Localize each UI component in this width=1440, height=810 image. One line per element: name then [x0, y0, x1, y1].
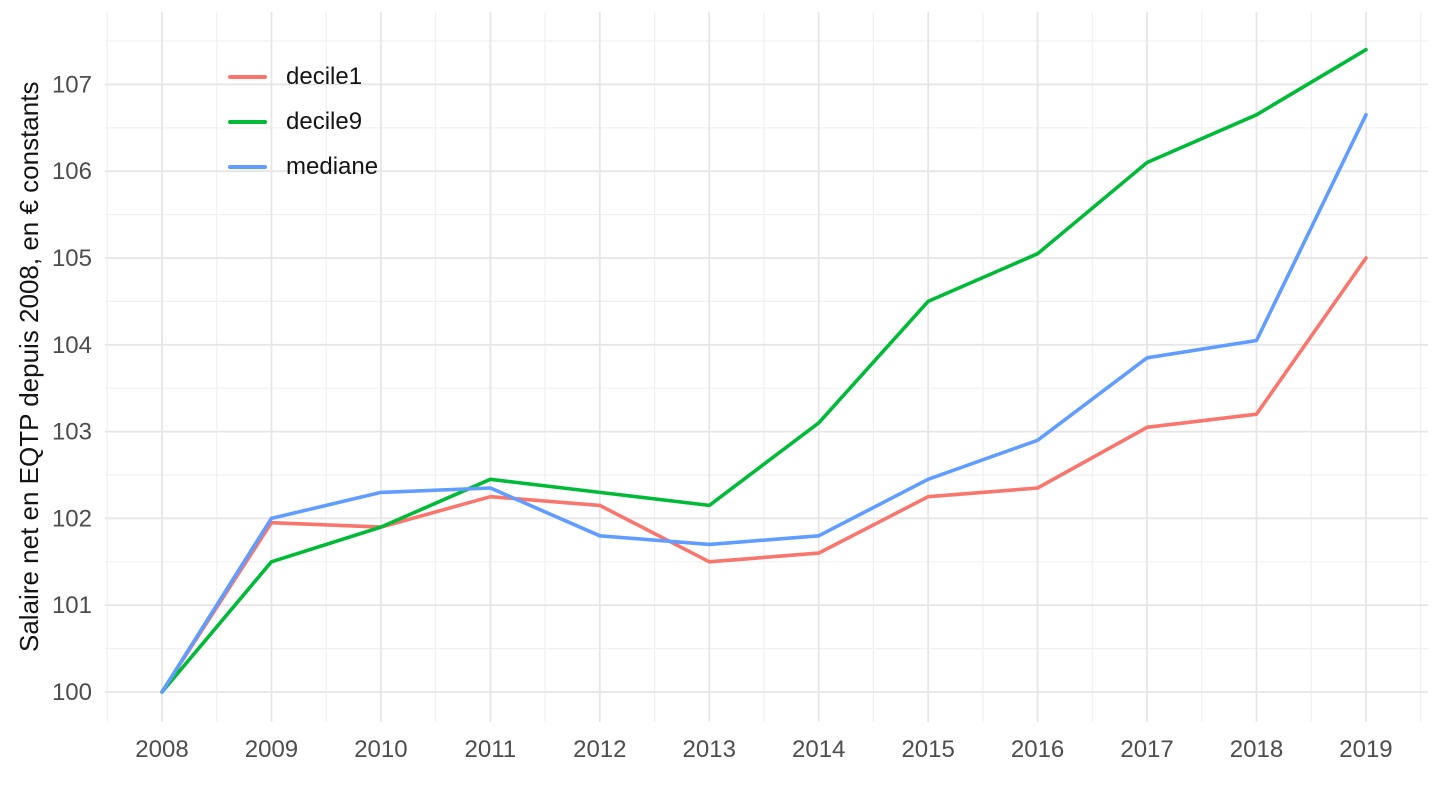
x-tick-label: 2012 — [573, 736, 626, 763]
legend-key-line-decile1 — [228, 74, 267, 79]
legend-key-line-decile9 — [228, 119, 267, 124]
x-tick-label: 2018 — [1230, 736, 1283, 763]
x-tick-label: 2015 — [901, 736, 954, 763]
x-tick-label: 2010 — [354, 736, 407, 763]
legend-item-decile1: decile1 — [228, 54, 378, 99]
x-tick-label: 2011 — [465, 736, 517, 763]
x-tick-label: 2019 — [1339, 736, 1392, 763]
legend: decile1 decile9 mediane — [228, 54, 378, 189]
series-line-decile9 — [160, 47, 1368, 694]
y-axis-title: Salaire net en EQTP depuis 2008, en € co… — [14, 81, 44, 653]
y-tick-label: 102 — [52, 505, 92, 532]
legend-label: decile9 — [286, 107, 363, 135]
y-tick-label: 106 — [52, 158, 92, 185]
legend-item-decile9: decile9 — [228, 99, 378, 144]
y-tick-label: 103 — [52, 419, 92, 446]
x-tick-label: 2009 — [245, 736, 298, 763]
x-tick-label: 2013 — [683, 736, 736, 763]
x-tick-label: 2016 — [1011, 736, 1064, 763]
x-tick-label: 2017 — [1120, 736, 1173, 763]
series-line-decile1 — [160, 256, 1368, 694]
x-tick-label: 2014 — [792, 736, 845, 763]
y-tick-label: 101 — [52, 592, 92, 619]
y-tick-label: 105 — [52, 245, 92, 272]
series-line-mediane — [160, 113, 1368, 694]
legend-item-mediane: mediane — [228, 144, 378, 189]
y-tick-label: 104 — [52, 332, 92, 359]
x-tick-label: 2008 — [135, 736, 188, 763]
y-tick-label: 100 — [52, 679, 92, 706]
legend-key-line-mediane — [228, 164, 267, 169]
legend-label: decile1 — [286, 62, 363, 90]
legend-label: mediane — [286, 152, 379, 180]
y-tick-label: 107 — [52, 71, 92, 98]
